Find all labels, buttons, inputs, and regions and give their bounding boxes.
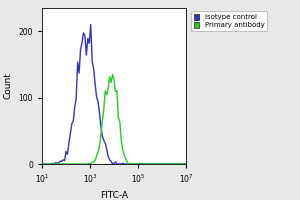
Y-axis label: Count: Count: [4, 73, 13, 99]
X-axis label: FITC-A: FITC-A: [100, 191, 128, 200]
Legend: Isotype control, Primary antibody: Isotype control, Primary antibody: [191, 11, 267, 31]
